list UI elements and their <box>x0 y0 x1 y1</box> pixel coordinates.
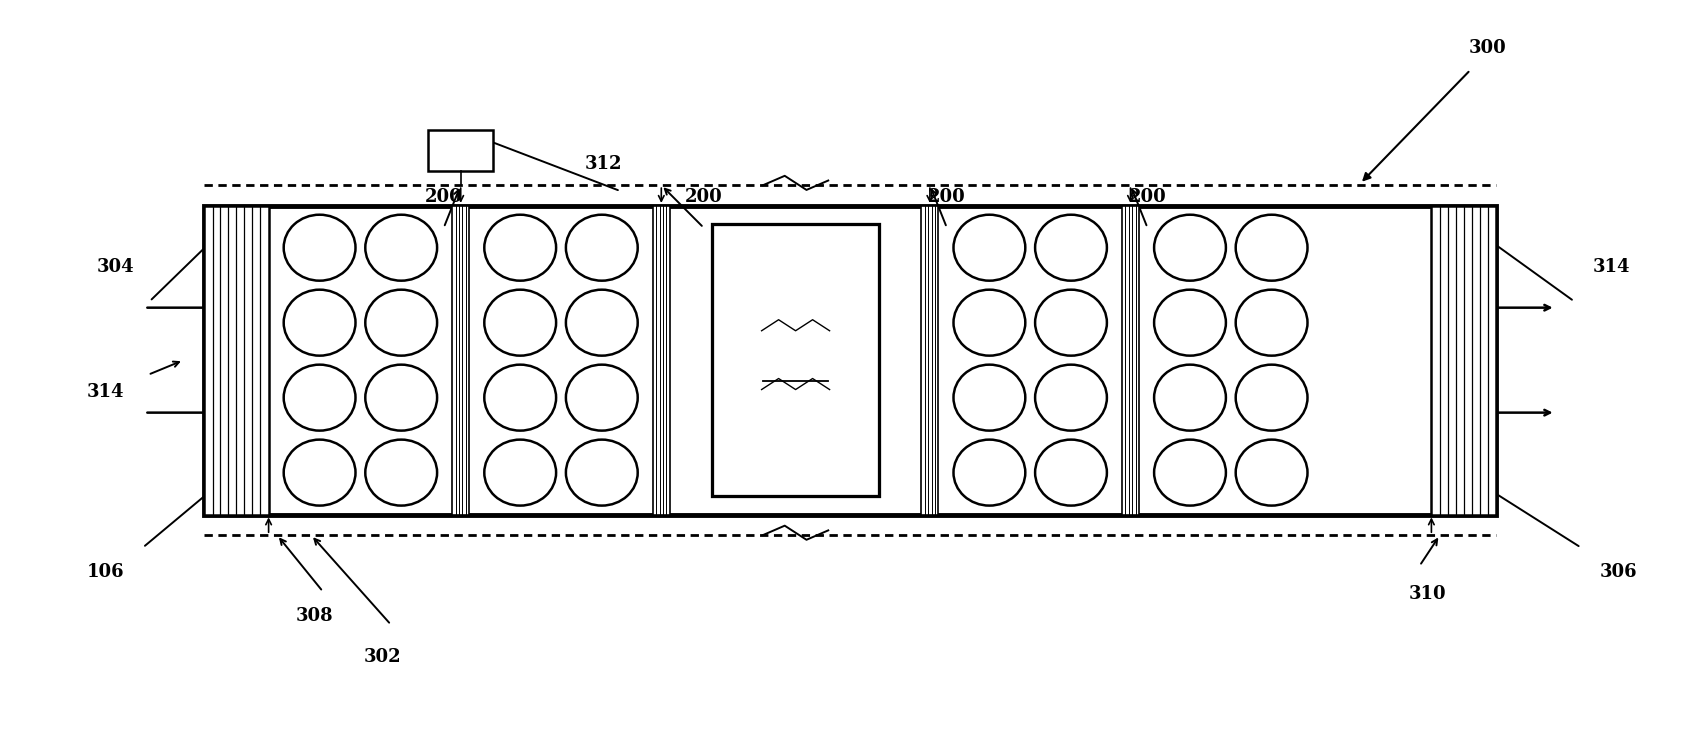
Bar <box>921 206 938 514</box>
Ellipse shape <box>366 365 437 431</box>
Text: 200: 200 <box>425 188 462 206</box>
Ellipse shape <box>566 440 638 506</box>
Text: 306: 306 <box>1600 563 1637 581</box>
Ellipse shape <box>484 440 556 506</box>
Ellipse shape <box>954 290 1025 356</box>
Ellipse shape <box>284 290 355 356</box>
Ellipse shape <box>1035 440 1107 506</box>
Bar <box>204 206 1496 514</box>
Ellipse shape <box>1236 215 1307 281</box>
Text: 300: 300 <box>1469 39 1506 57</box>
Bar <box>204 206 269 514</box>
Bar <box>1431 206 1496 514</box>
Ellipse shape <box>1154 440 1226 506</box>
Text: 104: 104 <box>777 351 814 369</box>
Bar <box>452 206 469 514</box>
Ellipse shape <box>366 440 437 506</box>
Bar <box>712 224 879 496</box>
Ellipse shape <box>1035 290 1107 356</box>
Text: 314: 314 <box>1593 258 1630 276</box>
Ellipse shape <box>566 365 638 431</box>
Text: 310: 310 <box>1409 585 1447 603</box>
Text: 308: 308 <box>296 607 333 625</box>
Ellipse shape <box>1035 215 1107 281</box>
Ellipse shape <box>484 290 556 356</box>
Ellipse shape <box>366 215 437 281</box>
Ellipse shape <box>1236 440 1307 506</box>
Text: 106: 106 <box>87 563 124 581</box>
Text: 312: 312 <box>585 155 622 173</box>
Bar <box>653 206 670 514</box>
Ellipse shape <box>566 290 638 356</box>
Text: 314: 314 <box>87 383 124 401</box>
Text: 304: 304 <box>97 258 134 276</box>
Ellipse shape <box>484 365 556 431</box>
Text: 200: 200 <box>1129 188 1166 206</box>
Bar <box>1122 206 1139 514</box>
Ellipse shape <box>1236 290 1307 356</box>
Ellipse shape <box>1154 215 1226 281</box>
Ellipse shape <box>954 440 1025 506</box>
Ellipse shape <box>284 440 355 506</box>
Ellipse shape <box>484 215 556 281</box>
Ellipse shape <box>1154 365 1226 431</box>
Bar <box>428 130 493 171</box>
Ellipse shape <box>1035 365 1107 431</box>
Ellipse shape <box>954 215 1025 281</box>
Text: 200: 200 <box>685 188 722 206</box>
Ellipse shape <box>284 365 355 431</box>
Ellipse shape <box>1154 290 1226 356</box>
Ellipse shape <box>954 365 1025 431</box>
Text: 200: 200 <box>928 188 966 206</box>
Text: 302: 302 <box>364 648 401 665</box>
Ellipse shape <box>366 290 437 356</box>
Ellipse shape <box>284 215 355 281</box>
Ellipse shape <box>1236 365 1307 431</box>
Ellipse shape <box>566 215 638 281</box>
